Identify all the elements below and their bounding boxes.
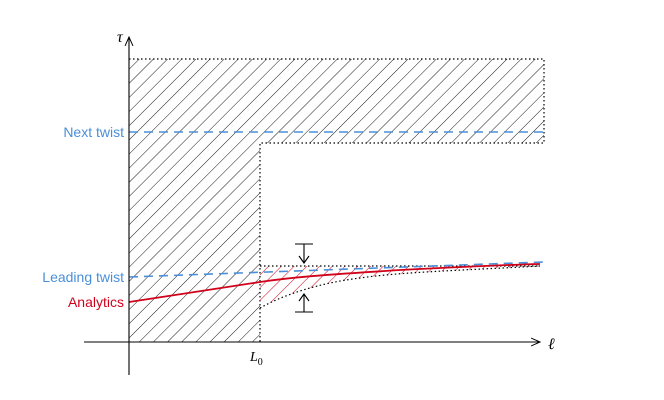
y-axis-label: τ [117,29,124,46]
excluded-region-left [129,59,260,342]
excluded-region-top [260,59,544,143]
uncertainty-indicator-bottom [295,293,313,313]
analytics-curve [128,263,541,303]
x-tick-label: L0 [249,350,263,368]
leading-twist-line [128,261,545,278]
uncertainty-band [260,266,540,308]
analytics-label: Analytics [68,294,124,310]
uncertainty-indicator-top [295,243,313,264]
region-border [129,58,545,342]
leading-twist-label: Leading twist [42,269,124,285]
next-twist-label: Next twist [63,124,124,140]
x-axis-label: ℓ [548,336,555,353]
